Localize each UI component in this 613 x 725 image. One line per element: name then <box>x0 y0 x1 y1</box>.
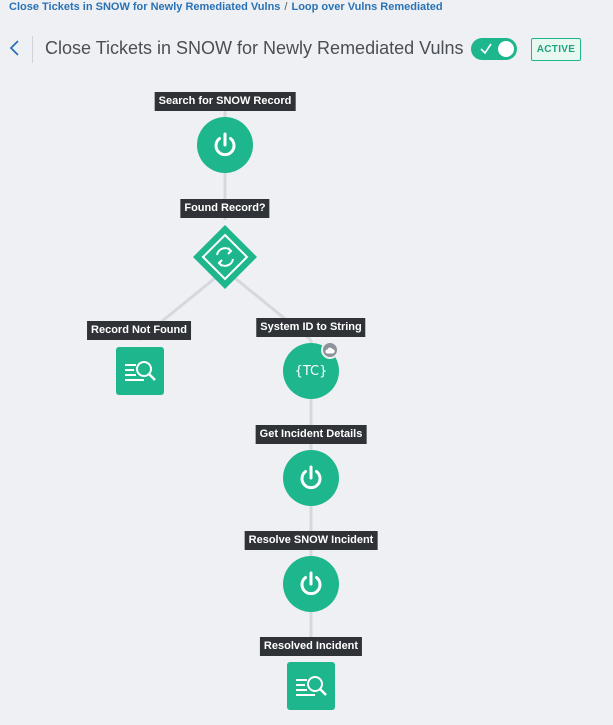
page-title: Close Tickets in SNOW for Newly Remediat… <box>45 38 464 58</box>
node-label-system-id-to-string: System ID to String <box>256 318 366 337</box>
breadcrumb-parent-link[interactable]: Close Tickets in SNOW for Newly Remediat… <box>9 1 281 13</box>
node-label-resolved-incident: Resolved Incident <box>259 637 363 656</box>
search-list-icon <box>125 361 156 381</box>
toggle-knob <box>498 41 514 57</box>
condition-diamond-icon <box>193 225 257 289</box>
power-icon <box>214 132 236 157</box>
node-resolved-incident[interactable] <box>287 662 335 710</box>
back-chevron-icon[interactable] <box>6 37 24 59</box>
node-label-found-record: Found Record? <box>180 199 270 218</box>
node-resolve-snow-incident[interactable] <box>283 556 339 612</box>
power-icon <box>300 465 322 490</box>
node-label-search-snow-record: Search for SNOW Record <box>154 92 296 111</box>
breadcrumb: Close Tickets in SNOW for Newly Remediat… <box>9 1 443 13</box>
node-label-record-not-found: Record Not Found <box>87 321 191 340</box>
power-icon <box>300 571 322 596</box>
node-label-resolve-snow-incident: Resolve SNOW Incident <box>244 531 378 550</box>
node-search-snow-record[interactable] <box>197 117 253 173</box>
search-list-icon <box>296 676 327 696</box>
node-found-record-condition[interactable] <box>191 223 259 296</box>
breadcrumb-current-link[interactable]: Loop over Vulns Remediated <box>291 1 443 13</box>
node-label-get-incident-details: Get Incident Details <box>255 425 367 444</box>
breadcrumb-separator: / <box>284 1 288 13</box>
node-system-id-to-string[interactable]: {TC} <box>283 341 339 399</box>
workflow-header: Close Tickets in SNOW for Newly Remediat… <box>0 28 613 72</box>
node-record-not-found[interactable] <box>116 347 164 395</box>
status-badge: ACTIVE <box>531 38 581 61</box>
checkmark-icon <box>480 43 492 55</box>
transform-icon: {TC} <box>294 363 328 379</box>
node-get-incident-details[interactable] <box>283 450 339 506</box>
active-toggle[interactable] <box>471 38 517 60</box>
header-divider <box>32 36 33 63</box>
cloud-icon <box>321 341 339 359</box>
